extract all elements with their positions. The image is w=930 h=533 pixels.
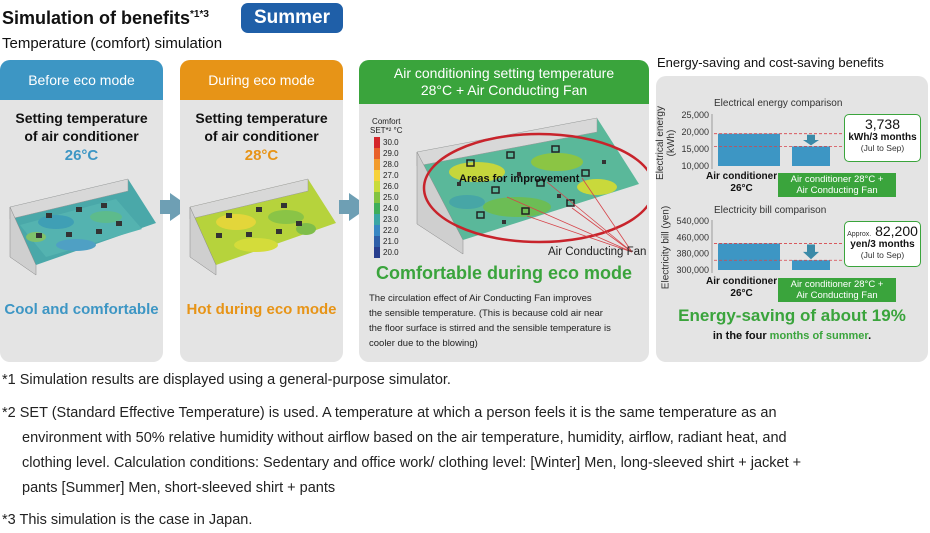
tick-label: 380,000 <box>676 249 709 259</box>
legend-value: 28.0 <box>383 160 399 169</box>
section-subtitle: Temperature (comfort) simulation <box>2 35 223 52</box>
tick-label: 10,000 <box>681 161 709 171</box>
setting-label: Setting temperature of air conditioner <box>195 110 328 144</box>
legend-item: 28.0 <box>374 159 399 170</box>
legend-item: 30.0 <box>374 137 399 148</box>
panel-during-eco: During eco mode Setting temperature of ai… <box>180 60 343 362</box>
legend-value: 27.0 <box>383 171 399 180</box>
room-heatmap-cool <box>9 178 156 276</box>
bar <box>792 260 830 270</box>
legend-item: 20.0 <box>374 247 399 258</box>
bill-callout: Approx. 82,200 yen/3 months (Jul to Sep) <box>844 221 921 267</box>
savings-headline: Energy-saving of about 19% <box>678 306 906 325</box>
panel-with-fan: Air conditioning setting temperature 28°… <box>359 60 649 362</box>
energy-label-ac: Air conditioner 26°C <box>706 171 778 194</box>
room-heatmap-fan <box>416 117 647 255</box>
legend-item: 22.0 <box>374 225 399 236</box>
tick-label: 300,000 <box>676 265 709 275</box>
tick-label: 15,000 <box>681 144 709 154</box>
legend-item: 29.0 <box>374 148 399 159</box>
legend-value: 25.0 <box>383 193 399 202</box>
energy-label-fan: Air conditioner 28°C + Air Conducting Fan <box>778 173 896 197</box>
legend-title: Comfort SET*² °C <box>370 117 403 135</box>
legend-swatch <box>374 214 380 225</box>
legend-swatch <box>374 203 380 214</box>
setting-temperature: 28°C <box>244 147 279 164</box>
bill-chart: 540,000 460,000 380,000 300,000 <box>676 216 852 275</box>
page-title: Simulation of benefits*1*3 <box>2 8 209 28</box>
legend-swatch <box>374 137 380 148</box>
room-heatmap-hot <box>189 178 336 276</box>
fan-description: The circulation effect of Air Conducting… <box>369 293 611 349</box>
panel-conclusion: Hot during eco mode <box>186 301 337 318</box>
legend-item: 26.0 <box>374 181 399 192</box>
tick-label: 25,000 <box>681 110 709 120</box>
setting-label: Setting temperature of air conditioner <box>15 110 148 144</box>
tick-label: 20,000 <box>681 127 709 137</box>
legend-value: 30.0 <box>383 138 399 147</box>
legend-swatch <box>374 192 380 203</box>
setting-temperature: 26°C <box>64 147 99 164</box>
panel-header: Air conditioning setting temperature 28°… <box>359 60 649 104</box>
legend-swatch <box>374 225 380 236</box>
legend-item: 27.0 <box>374 170 399 181</box>
legend-value: 24.0 <box>383 204 399 213</box>
legend-swatch <box>374 170 380 181</box>
panel-before-eco: Before eco mode Setting temperature of ai… <box>0 60 163 362</box>
fan-label: Air Conducting Fan <box>548 246 647 258</box>
tick-label: 540,000 <box>676 216 709 226</box>
benefits-title: Energy-saving and cost-saving benefits <box>657 55 884 70</box>
bill-chart-title: Electricity bill comparison <box>714 205 827 216</box>
legend-value: 26.0 <box>383 182 399 191</box>
tick-label: 460,000 <box>676 232 709 242</box>
bar <box>718 243 780 270</box>
panel-header: During eco mode <box>180 60 343 100</box>
season-badge: Summer <box>241 3 343 33</box>
bar <box>718 133 780 166</box>
legend-swatch <box>374 159 380 170</box>
improvement-label: Areas for improvement <box>459 173 580 185</box>
legend-value: 21.0 <box>383 237 399 246</box>
panel-conclusion: Cool and comfortable <box>4 301 159 318</box>
footnote-1: *1 Simulation results are displayed usin… <box>2 372 451 388</box>
bill-label-ac: Air conditioner 26°C <box>706 276 778 299</box>
legend-item: 25.0 <box>374 192 399 203</box>
energy-chart: 25,000 20,000 15,000 10,000 <box>681 110 852 171</box>
down-arrow-icon <box>803 134 819 146</box>
legend-value: 20.0 <box>383 248 399 257</box>
bill-label-fan: Air conditioner 28°C + Air Conducting Fan <box>778 278 896 302</box>
legend-value: 22.0 <box>383 226 399 235</box>
panel-header: Before eco mode <box>0 60 163 100</box>
temperature-legend: 30.0 29.0 28.0 27.0 26.0 25.0 24.0 23.0 22.0 21.0… <box>374 137 399 258</box>
footnote-3: *3 This simulation is the case in Japan. <box>2 512 253 528</box>
legend-swatch <box>374 247 380 258</box>
legend-value: 23.0 <box>383 215 399 224</box>
savings-subline: in the four months of summer. <box>712 330 872 342</box>
legend-item: 24.0 <box>374 203 399 214</box>
legend-value: 29.0 <box>383 149 399 158</box>
footnote-2: *2 SET (Standard Effective Temperature) … <box>2 405 802 496</box>
energy-chart-title: Electrical energy comparison <box>714 98 843 109</box>
legend-swatch <box>374 236 380 247</box>
down-arrow-icon <box>803 244 819 260</box>
energy-callout: 3,738 kWh/3 months (Jul to Sep) <box>844 114 921 162</box>
benefits-panel: Electrical energy (kWh) Electrical energ… <box>655 76 928 362</box>
legend-item: 21.0 <box>374 236 399 247</box>
panel-conclusion: Comfortable during eco mode <box>375 263 633 283</box>
bar <box>792 146 830 166</box>
legend-swatch <box>374 148 380 159</box>
legend-item: 23.0 <box>374 214 399 225</box>
legend-swatch <box>374 181 380 192</box>
